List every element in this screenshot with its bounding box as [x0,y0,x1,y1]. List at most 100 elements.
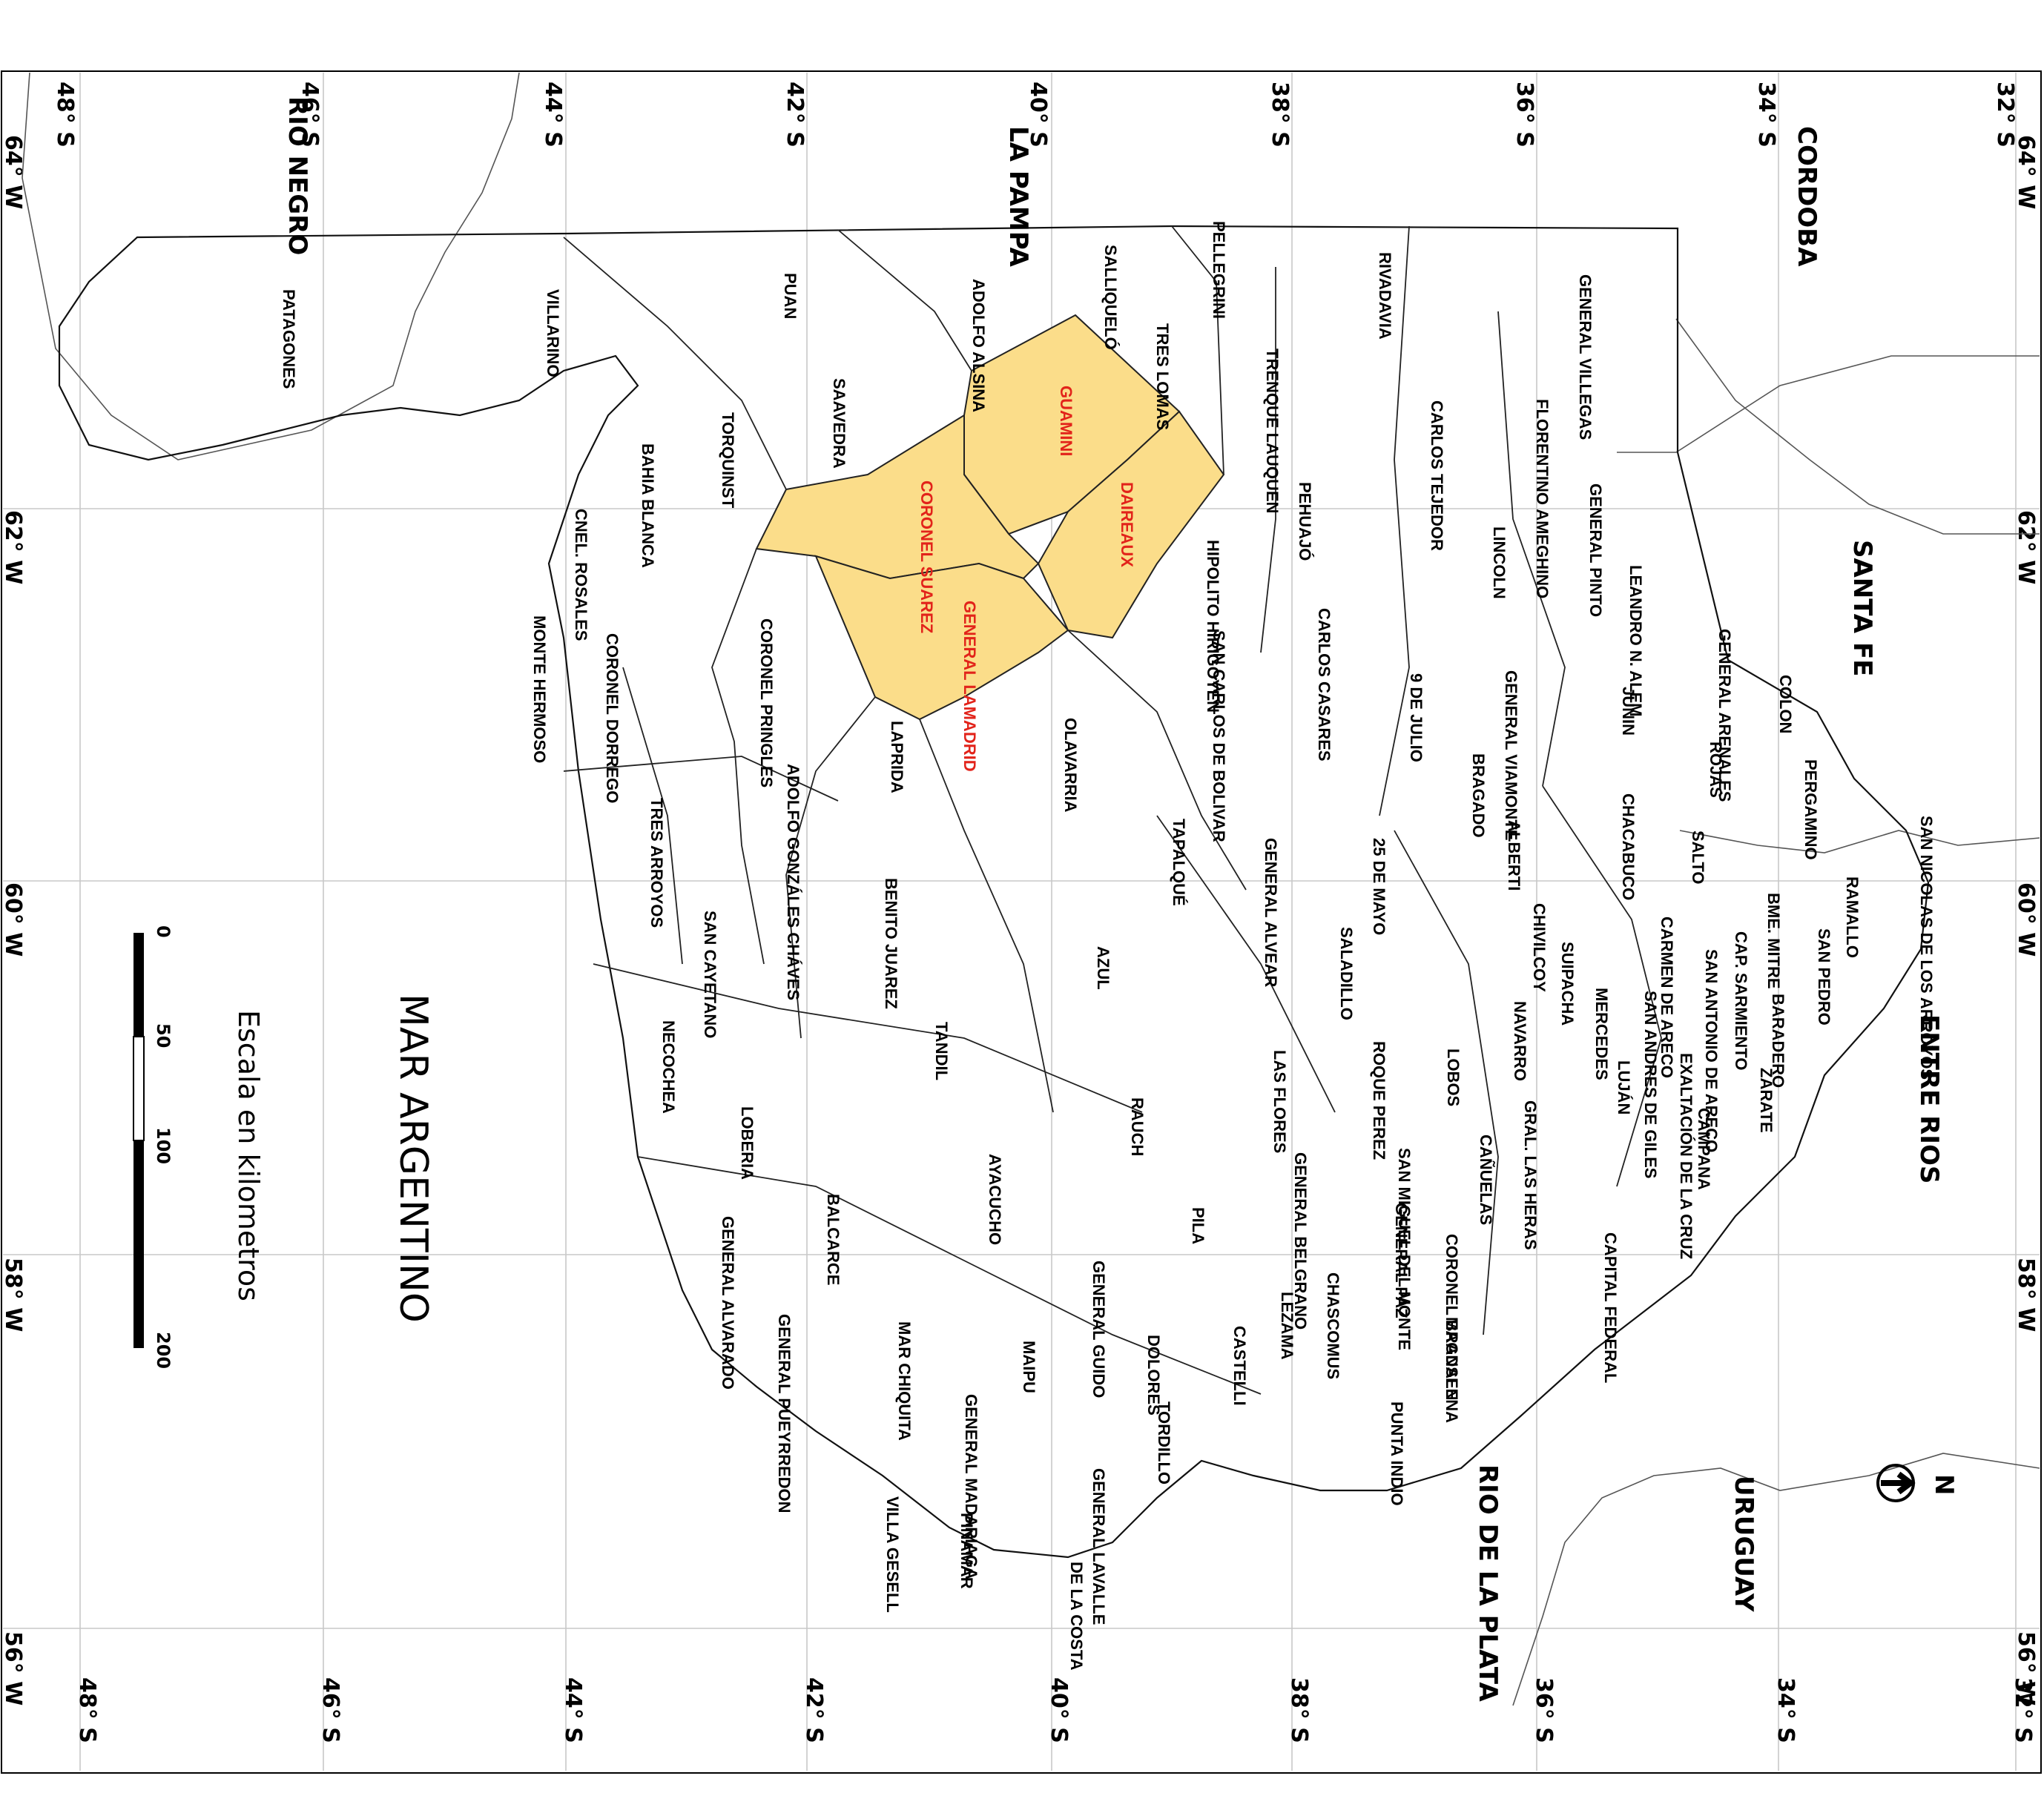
label-partido: TAPALQUÉ [1170,819,1188,906]
grid-label: 36° S [1531,1677,1557,1743]
label-rio-negro: RIO NEGRO [283,96,312,255]
label-partido: CAP. SARMIENTO [1732,931,1750,1070]
label-partido: BENITO JUAREZ [882,878,900,1009]
label-partido: ROQUE PEREZ [1370,1041,1388,1160]
label-partido: GENERAL PAZ [1392,1203,1411,1318]
label-partido: PUAN [781,273,800,319]
label-guamini: GUAMINI [1057,386,1075,456]
label-partido: GENERAL ALVEAR [1262,838,1280,987]
label-partido: CARLOS CASARES [1315,608,1333,762]
label-partido: TRENQUE LAUQUEN [1263,349,1282,513]
label-partido: CHASCOMUS [1324,1272,1342,1379]
label-rio-de-la-plata: RIO DE LA PLATA [1473,1464,1503,1702]
label-uruguay: URUGUAY [1729,1476,1758,1612]
label-partido: TORQUINST [719,412,737,509]
label-partido: LEZAMA [1278,1292,1296,1360]
label-partido: CASTELLI [1230,1326,1249,1406]
label-partido: TANDIL [932,1022,951,1080]
label-daireaux: DAIREAUX [1118,482,1136,567]
rio-negro-coast [22,72,520,460]
grid-label: 32° S [1992,82,2018,148]
label-partido: BALCARCE [824,1194,843,1285]
label-partido: LAPRIDA [888,721,906,793]
label-partido: RAMALLO [1843,876,1862,958]
label-partido: SALLIQUELÓ [1101,245,1120,350]
label-partido: AZUL [1094,946,1112,990]
grid-label: 38° S [1286,1677,1312,1743]
daireaux-shape[interactable] [1037,410,1225,639]
label-partido: ZARATE [1757,1068,1776,1133]
label-partido: MERCEDES [1592,988,1611,1080]
santa-fe-border [1675,318,2040,535]
general-lamadrid-shape[interactable] [814,555,1069,721]
label-partido: LEANDRO N. ALEM [1626,565,1645,717]
label-partido: CARMEN DE ARECO [1658,917,1676,1078]
scale-title: Escala en kilometros [232,1010,265,1301]
label-partido: GENERAL GUIDO [1089,1261,1108,1398]
grid-label: 56° W [2013,1631,2039,1705]
grid-label: 64° W [0,135,26,209]
label-la-pampa: LA PAMPA [1003,126,1033,268]
label-partido: GENERAL MADARIAGA [962,1394,980,1579]
grid-label: 44° S [540,82,566,148]
grid-label: 42° S [782,82,808,148]
label-partido: 9 DE JULIO [1407,673,1425,762]
label-partido: GENERAL ARENALES [1715,629,1734,802]
grid-label: 60° W [2013,882,2039,957]
label-partido: LOBOS [1444,1048,1463,1106]
label-partido: ROJAS [1707,742,1725,798]
label-partido: ADOLFO ALSINA [969,279,988,412]
label-partido: SALADILLO [1337,927,1356,1020]
scale-tick: 200 [153,1332,174,1369]
label-partido: EXALTACIÓN DE LA CRUZ [1677,1053,1695,1259]
grid-label: 48° S [52,82,78,148]
label-partido: GENERAL VILLEGAS [1576,274,1595,440]
label-partido: GENERAL ALVARADO [719,1216,737,1390]
map-frame [1,70,2042,1774]
label-cordoba: CORDOBA [1792,126,1822,267]
label-partido: MAIPU [1020,1341,1038,1393]
label-partido: GENERAL PUEYRREDON [775,1314,794,1513]
label-partido: ADOLFO GONZÁLES CHÁVES [784,764,802,1000]
grid-label: 58° W [2013,1258,2039,1332]
label-partido: NAVARRO [1511,1001,1529,1081]
scale-tick: 0 [153,925,174,938]
label-partido: PELLEGRINI [1210,221,1228,319]
label-partido: LAS FLORES [1270,1050,1289,1153]
label-partido: JUNIN [1619,687,1638,736]
grid-label: 62° W [2013,510,2039,584]
label-partido: SAAVEDRA [830,378,848,469]
label-partido: SAN NICOLAS DE LOS ARROYOS [1917,816,1936,1080]
province-outline [58,225,1930,1559]
label-partido: LINCOLN [1490,526,1509,599]
label-partido: CHACABUCO [1619,793,1638,900]
label-partido: MAR CHIQUITA [895,1321,914,1441]
grid-label: 42° S [801,1677,827,1743]
highlight-labels: GUAMINI DAIREAUX CORONEL SUAREZ GENERAL … [917,386,1136,772]
north-label: N [1929,1474,1959,1495]
grid-label: 44° S [560,1677,586,1743]
label-partido: CORONEL PRINGLES [757,618,776,787]
label-partido: CARLOS TEJEDOR [1428,400,1446,551]
label-coronel-suarez: CORONEL SUAREZ [917,481,936,633]
scale-bar: 0 50 100 200 Escala en kilometros [133,925,265,1369]
label-partido: BRAGADO [1469,753,1488,838]
label-partido: MAGDALENA [1443,1317,1461,1423]
grid-label: 36° S [1511,82,1537,148]
label-partido: ALBERTI [1505,820,1523,891]
label-partido: CORONEL BRANSEN [1443,1234,1461,1401]
label-partido: CAPITAL FEDERAL [1601,1232,1620,1383]
grid-label: 34° S [1753,82,1779,148]
coronel-suarez-shape[interactable] [755,414,1040,580]
label-partido: GENERAL LAVALLE [1089,1468,1108,1625]
label-partido: SUIPACHA [1558,942,1577,1026]
label-partido: SAN PEDRO [1815,928,1833,1026]
label-partido: SAN ANDRES DE GILES [1641,991,1660,1178]
partido-boundaries [563,225,1662,1395]
grid-label: 48° S [74,1677,100,1743]
grid-labels-bottom: 48° S 46° S 44° S 42° S 40° S 38° S 36° … [74,1677,2036,1743]
entre-rios-border [1679,830,2040,853]
label-partido: GENERAL PINTO [1586,483,1605,617]
label-partido: PUNTA INDIO [1388,1401,1406,1506]
